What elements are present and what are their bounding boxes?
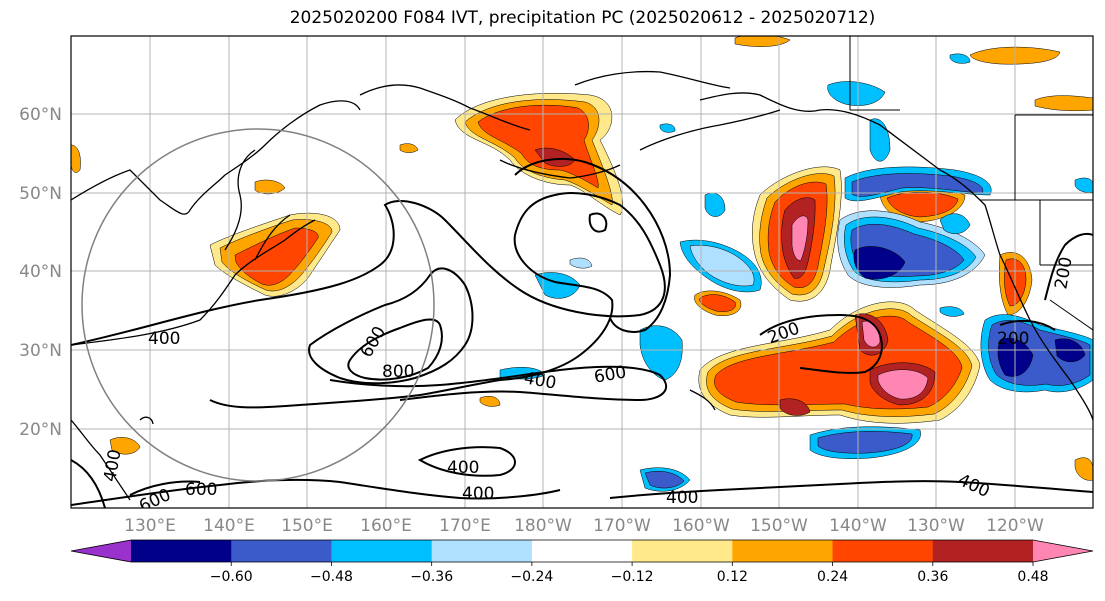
coastlines — [71, 70, 1093, 501]
colorbar: −0.60 −0.48 −0.36 −0.24 −0.12 0.12 0.24 0.36 0.4… — [70, 539, 1094, 585]
colorbar-tick-label: −0.48 — [310, 569, 353, 585]
colorbar-tick-label: −0.36 — [410, 569, 453, 585]
lon-tick-label: 130°E — [124, 516, 176, 536]
map-panel: 400 600 800 400 600 200 200 200 400 400 … — [71, 36, 1093, 508]
longitude-axis: 130°E 140°E 150°E 160°E 170°E 180°W 170°… — [124, 516, 1044, 536]
colorbar-segment — [632, 540, 733, 562]
lon-tick-label: 160°W — [672, 516, 730, 536]
colorbar-segment — [131, 540, 232, 562]
colorbar-tick-label: 0.24 — [817, 569, 848, 585]
map-title: 2025020200 F084 IVT, precipitation PC (2… — [289, 8, 876, 28]
contour-label: 200 — [997, 329, 1029, 349]
map-frame — [70, 35, 1094, 509]
colorbar-tick-label: 0.36 — [917, 569, 948, 585]
lon-tick-label: 120°W — [986, 516, 1044, 536]
lon-tick-label: 170°W — [593, 516, 651, 536]
lat-tick-label: 60°N — [19, 105, 62, 125]
colorbar-tick-label: −0.60 — [210, 569, 253, 585]
colorbar-segment — [431, 540, 533, 562]
lat-tick-label: 50°N — [19, 184, 62, 204]
colorbar-tick-label: 0.12 — [717, 569, 748, 585]
lat-tick-label: 40°N — [19, 262, 62, 282]
political-borders — [849, 36, 1093, 331]
lon-tick-label: 140°E — [203, 516, 255, 536]
colorbar-extend-min — [71, 540, 131, 562]
colorbar-tick-label: −0.24 — [510, 569, 553, 585]
lon-tick-label: 150°E — [281, 516, 333, 536]
ivt-contours — [71, 157, 1093, 508]
lon-tick-label: 170°E — [439, 516, 491, 536]
colorbar-segment — [531, 540, 633, 562]
colorbar-segment — [331, 540, 433, 562]
contour-label: 400 — [462, 484, 494, 504]
contour-label: 800 — [382, 362, 414, 382]
lon-tick-label: 130°W — [907, 516, 965, 536]
lon-tick-label: 180°W — [514, 516, 572, 536]
lon-tick-label: 150°W — [750, 516, 808, 536]
lon-tick-label: 140°W — [829, 516, 887, 536]
lat-tick-label: 30°N — [19, 341, 62, 361]
colorbar-extend-max — [1033, 540, 1093, 562]
colorbar-tick-label: −0.12 — [611, 569, 654, 585]
contour-label: 400 — [447, 458, 479, 478]
precip-positive-anomalies — [71, 36, 1093, 481]
colorbar-segment — [231, 540, 332, 562]
lon-tick-label: 160°E — [360, 516, 412, 536]
gridlines — [71, 36, 1093, 508]
colorbar-segment — [932, 540, 1034, 562]
lat-tick-label: 20°N — [19, 420, 62, 440]
contour-label: 600 — [185, 480, 217, 500]
contour-label: 400 — [148, 329, 180, 349]
latitude-axis: 60°N 50°N 40°N 30°N 20°N — [19, 105, 62, 440]
contour-label: 400 — [666, 488, 698, 508]
colorbar-segment — [732, 540, 834, 562]
colorbar-outline — [70, 539, 1094, 563]
precip-negative-anomalies — [499, 53, 1093, 492]
colorbar-tick-label: 0.48 — [1017, 569, 1048, 585]
colorbar-segment — [832, 540, 934, 562]
reference-circle — [81, 128, 435, 482]
